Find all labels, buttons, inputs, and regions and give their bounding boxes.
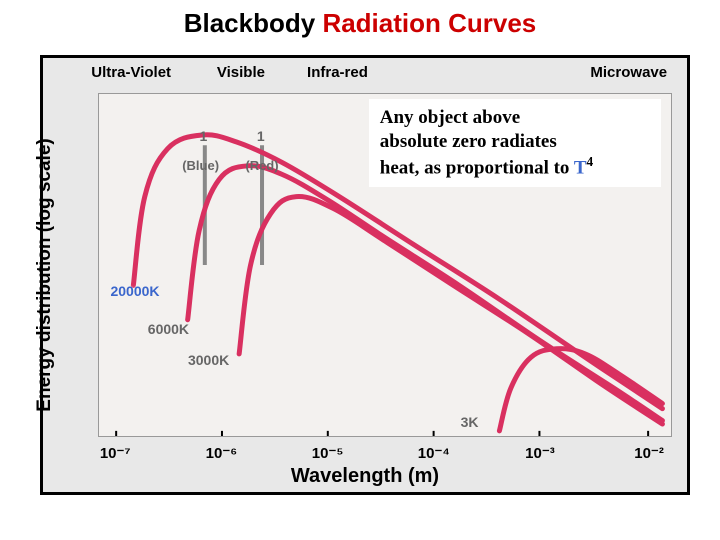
figure-frame: Energy distribution (log scale) Ultra-Vi… <box>40 55 690 495</box>
curve-6000K <box>188 166 663 421</box>
page: Blackbody Radiation Curves Energy distri… <box>0 0 720 540</box>
spectrum-label: Infra-red <box>307 64 368 81</box>
x-tick-label: 10⁻³ <box>525 444 555 462</box>
x-axis-label: Wavelength (m) <box>43 465 687 488</box>
spectrum-label: Microwave <box>590 64 667 81</box>
title-red: Radiation Curves <box>322 8 536 38</box>
curve-label-6000K: 6000K <box>148 321 189 337</box>
x-tick-label: 10⁻⁵ <box>312 444 344 462</box>
index-label: 1 <box>257 128 265 144</box>
curve-3000K <box>239 196 662 424</box>
index-label: (Red) <box>245 158 278 173</box>
index-label: 1 <box>199 128 207 144</box>
page-title: Blackbody Radiation Curves <box>0 8 720 39</box>
y-axis-label: Energy distribution (log scale) <box>34 138 56 411</box>
x-tick-label: 10⁻⁴ <box>418 444 450 462</box>
title-black: Blackbody <box>184 8 323 38</box>
callout-box: Any object above absolute zero radiates … <box>369 99 661 187</box>
curve-label-20000K: 20000K <box>110 283 159 299</box>
x-tick-label: 10⁻² <box>634 444 664 462</box>
plot-area: Any object above absolute zero radiates … <box>98 93 672 437</box>
callout-line3: heat, as proportional to T4 <box>380 154 650 180</box>
index-label: (Blue) <box>182 158 219 173</box>
curve-label-3000K: 3000K <box>188 352 229 368</box>
spectrum-label: Visible <box>217 64 265 81</box>
callout-line1: Any object above <box>380 106 650 130</box>
x-tick-label: 10⁻⁶ <box>206 444 238 462</box>
x-tick-label: 10⁻⁷ <box>100 444 131 462</box>
curve-label-3K: 3K <box>461 414 479 430</box>
curve-3K <box>499 349 662 431</box>
spectrum-label: Ultra-Violet <box>91 64 171 81</box>
callout-line2: absolute zero radiates <box>380 130 650 154</box>
